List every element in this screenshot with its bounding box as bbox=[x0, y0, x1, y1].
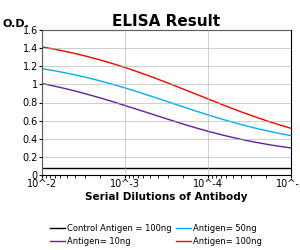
Control Antigen = 100ng bbox=[289, 166, 293, 169]
Antigen= 50ng bbox=[70, 73, 74, 76]
Antigen= 100ng bbox=[139, 71, 142, 74]
Legend: Control Antigen = 100ng, Antigen= 10ng, Antigen= 50ng, Antigen= 100ng: Control Antigen = 100ng, Antigen= 10ng, … bbox=[50, 224, 262, 246]
Antigen= 50ng bbox=[197, 110, 200, 114]
Antigen= 10ng bbox=[221, 134, 225, 137]
Antigen= 10ng bbox=[121, 104, 125, 106]
Antigen= 100ng bbox=[70, 51, 74, 54]
Antigen= 50ng bbox=[221, 118, 225, 121]
Control Antigen = 100ng bbox=[121, 166, 125, 169]
Antigen= 50ng bbox=[220, 118, 224, 120]
Antigen= 100ng bbox=[40, 46, 44, 48]
Control Antigen = 100ng bbox=[221, 166, 225, 169]
Control Antigen = 100ng bbox=[70, 166, 74, 169]
Control Antigen = 100ng bbox=[197, 166, 200, 169]
Text: O.D.: O.D. bbox=[2, 18, 29, 28]
Control Antigen = 100ng bbox=[220, 166, 224, 169]
Antigen= 10ng bbox=[220, 133, 224, 136]
Control Antigen = 100ng bbox=[40, 166, 44, 169]
Antigen= 50ng bbox=[139, 91, 142, 94]
Antigen= 10ng bbox=[197, 127, 200, 130]
X-axis label: Serial Dilutions of Antibody: Serial Dilutions of Antibody bbox=[85, 192, 248, 202]
Antigen= 100ng bbox=[289, 127, 293, 130]
Title: ELISA Result: ELISA Result bbox=[112, 14, 220, 29]
Line: Antigen= 100ng: Antigen= 100ng bbox=[42, 47, 291, 128]
Antigen= 50ng bbox=[121, 86, 125, 89]
Control Antigen = 100ng bbox=[139, 166, 142, 169]
Line: Antigen= 50ng: Antigen= 50ng bbox=[42, 69, 291, 136]
Antigen= 100ng bbox=[121, 66, 125, 68]
Antigen= 10ng bbox=[40, 82, 44, 85]
Line: Antigen= 10ng: Antigen= 10ng bbox=[42, 84, 291, 148]
Antigen= 100ng bbox=[220, 103, 224, 106]
Antigen= 10ng bbox=[139, 109, 142, 112]
Antigen= 50ng bbox=[40, 67, 44, 70]
Antigen= 10ng bbox=[289, 146, 293, 150]
Antigen= 10ng bbox=[70, 89, 74, 92]
Antigen= 100ng bbox=[197, 94, 200, 97]
Antigen= 50ng bbox=[289, 134, 293, 137]
Antigen= 100ng bbox=[221, 104, 225, 106]
